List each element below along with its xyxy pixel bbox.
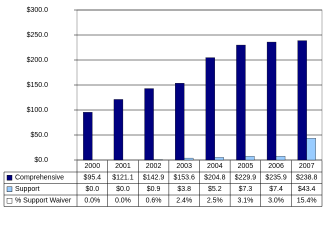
x-tick-label: 2005 — [238, 163, 254, 170]
legend-label: % Support Waiver — [15, 198, 72, 205]
table-cell: $7.4 — [269, 186, 283, 193]
legend-key — [6, 175, 13, 181]
table-cell: $204.8 — [204, 175, 226, 182]
bar — [306, 138, 316, 161]
table-cell: $7.3 — [239, 186, 253, 193]
x-tick-label: 2001 — [115, 163, 131, 170]
table-cell: 0.0% — [84, 198, 100, 205]
legend-label: Support — [15, 186, 40, 193]
table-cell: $5.2 — [208, 186, 222, 193]
bar — [266, 41, 277, 161]
table-cell: $235.9 — [265, 175, 287, 182]
table-cell: $3.8 — [177, 186, 191, 193]
bar — [214, 157, 224, 161]
x-tick-label: 2004 — [207, 163, 223, 170]
legend-label: Comprehensive — [15, 175, 64, 182]
bar — [205, 57, 215, 161]
bar — [245, 156, 255, 161]
chart: $0.0 $50.0 $100.0 $150.0 $200.0 $250.0 $300.0 2… — [3, 7, 323, 207]
table-cell: 0.0% — [115, 198, 131, 205]
y-tick-label: $100.0 — [27, 107, 49, 114]
y-tick-label: $300.0 — [27, 7, 49, 14]
table-cell: $0.0 — [116, 186, 130, 193]
table-cell: 3.1% — [237, 198, 253, 205]
bar — [275, 156, 286, 161]
legend-key — [6, 186, 13, 192]
bar — [236, 44, 246, 161]
y-tick-label: $250.0 — [27, 32, 49, 39]
y-tick-label: $0.0 — [34, 157, 48, 164]
bar — [184, 157, 194, 161]
table-cell: $0.9 — [147, 186, 161, 193]
table-cell: $142.9 — [143, 175, 165, 182]
table-cell: $153.6 — [173, 175, 195, 182]
bar — [113, 99, 124, 161]
table-cell: 15.4% — [297, 198, 317, 205]
y-tick-label: $150.0 — [27, 82, 49, 89]
table-cell: 0.6% — [146, 198, 162, 205]
table-cell: $43.4 — [298, 186, 316, 193]
legend-key — [6, 198, 13, 204]
bar — [144, 88, 154, 161]
table-cell: $95.4 — [84, 175, 102, 182]
table-cell: 3.0% — [268, 198, 284, 205]
y-tick-label: $200.0 — [27, 57, 49, 64]
x-tick-label: 2006 — [268, 163, 284, 170]
x-tick-label: 2002 — [146, 163, 162, 170]
bar — [175, 83, 185, 161]
table-cell: 2.4% — [176, 198, 192, 205]
bar — [297, 40, 307, 161]
x-tick-label: 2007 — [299, 163, 315, 170]
y-tick-label: $50.0 — [30, 132, 48, 139]
table-cell: $229.9 — [235, 175, 257, 182]
table-cell: $0.0 — [86, 186, 100, 193]
x-tick-label: 2003 — [176, 163, 192, 170]
x-tick-label: 2000 — [85, 163, 101, 170]
table-cell: 2.5% — [207, 198, 223, 205]
table-cell: $121.1 — [112, 175, 134, 182]
table-cell: $238.8 — [296, 175, 318, 182]
bar — [83, 112, 93, 161]
